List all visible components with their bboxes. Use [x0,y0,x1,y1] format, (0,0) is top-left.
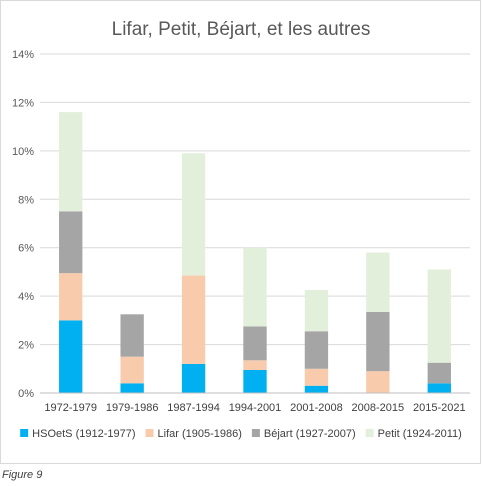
x-tick-label: 1979-1986 [106,402,159,414]
legend-label: HSOetS (1912-1977) [32,428,135,440]
y-tick-label: 4% [18,291,34,303]
legend-swatch [251,429,260,437]
bar-segment [243,326,267,361]
bar-segment [181,363,206,393]
bar-segment [304,385,329,393]
bar-segment [59,320,83,393]
legend-label: Lifar (1905-1986) [158,428,242,440]
bar-segment [181,153,206,276]
y-tick-label: 12% [12,97,34,109]
bar-segment [120,314,144,357]
legend-swatch [365,429,374,437]
bar-segment [243,369,267,393]
y-tick-label: 0% [18,388,34,400]
legend-item: Petit (1924-2011) [365,428,462,440]
bar-segment [243,247,267,327]
figure-caption: Figure 9 [2,469,43,481]
gridlines [40,53,470,346]
bar-segment [427,269,451,363]
bars [59,112,451,393]
bar-segment [366,311,390,372]
bar-segment [304,290,329,332]
x-tick-label: 2001-2008 [290,402,343,414]
legend-swatch [20,429,29,437]
chart-title: Lifar, Petit, Béjart, et les autres [112,19,371,40]
bar-segment [59,273,83,321]
legend-item: Lifar (1905-1986) [145,428,242,440]
x-tick-label: 2015-2021 [413,402,466,414]
bar-segment [304,368,329,386]
bar-segment [59,112,83,212]
y-tick-label: 6% [18,243,34,255]
bar-segment [427,383,451,393]
bar-segment [181,275,206,364]
legend-item: HSOetS (1912-1977) [20,428,136,440]
y-tick-label: 10% [12,146,34,158]
bar-segment [243,360,267,370]
bar-segment [304,331,329,369]
legend-item: Béjart (1927-2007) [251,428,356,440]
x-tick-label: 1987-1994 [167,402,220,414]
x-tick-label: 2008-2015 [352,402,405,414]
bar-segment [427,362,451,384]
bar-segment [120,383,144,393]
bar-segment [120,356,144,384]
y-tick-label: 14% [12,49,34,61]
stacked-bar-chart: Lifar, Petit, Béjart, et les autres 0% 2%… [12,19,470,440]
y-tick-label: 8% [18,194,34,206]
legend-label: Petit (1924-2011) [378,428,462,440]
y-tick-label: 2% [18,340,34,352]
bar-segment [366,371,390,393]
legend-swatch [145,429,154,437]
bar-segment [59,211,83,274]
x-tick-label: 1972-1979 [44,402,97,414]
bar-segment [366,252,390,312]
axes: 0% 2% 4% 6% 8% 10% 12% 14% 1972-1979 1979-1986 198… [12,49,470,414]
legend-label: Béjart (1927-2007) [264,428,356,440]
x-tick-label: 1994-2001 [229,402,282,414]
legend: HSOetS (1912-1977) Lifar (1905-1986) Béjar… [20,428,462,440]
